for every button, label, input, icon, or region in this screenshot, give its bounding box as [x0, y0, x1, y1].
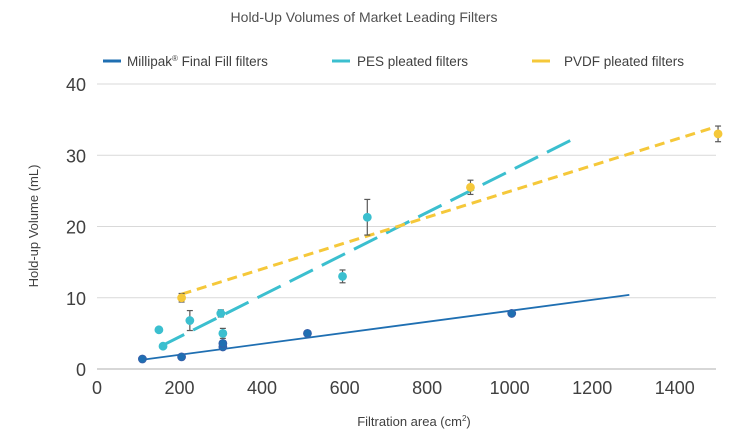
data-point-pvdf [466, 182, 475, 192]
data-point-pes [158, 341, 168, 351]
x-tick-label: 1400 [655, 378, 695, 398]
data-point-millipak [137, 354, 147, 364]
data-point-millipak [218, 338, 228, 348]
y-tick-label: 20 [66, 218, 86, 238]
data-point-pes [218, 328, 228, 338]
data-points [137, 125, 723, 364]
data-point-pvdf [713, 129, 723, 139]
x-tick-label: 0 [92, 378, 102, 398]
legend-label-millipak: Millipak® Final Fill filters [127, 54, 268, 69]
y-tick-label: 30 [66, 146, 86, 166]
legend: Millipak® Final Fill filters PES pleated… [103, 54, 684, 69]
trendline-pes [160, 137, 575, 348]
y-tick-label: 0 [76, 360, 86, 380]
x-tick-label: 1000 [490, 378, 530, 398]
legend-label-pes: PES pleated filters [357, 54, 468, 69]
y-tick-label: 10 [66, 289, 86, 309]
data-point-millipak [507, 309, 517, 318]
trendlines [142, 125, 717, 361]
data-point-pes [185, 316, 195, 325]
x-axis-title: Filtration area (cm2) [357, 414, 471, 429]
x-tick-label: 600 [330, 378, 360, 398]
x-tick-label: 400 [247, 378, 277, 398]
x-tick-label: 200 [165, 378, 195, 398]
data-point-pes [362, 212, 372, 222]
data-point-pes [338, 271, 347, 281]
y-axis-title: Hold-up Volume (mL) [26, 165, 41, 288]
y-tick-label: 40 [66, 75, 86, 95]
data-point-millipak [177, 352, 186, 362]
gridlines [97, 83, 716, 299]
x-tick-label: 1200 [572, 378, 612, 398]
trendline-millipak [142, 294, 630, 361]
trendline-pvdf [181, 125, 717, 296]
chart-title: Hold-Up Volumes of Market Leading Filter… [231, 9, 498, 25]
data-point-pvdf [177, 293, 186, 303]
data-point-pes [154, 325, 164, 335]
x-tick-label: 800 [412, 378, 442, 398]
legend-label-pvdf: PVDF pleated filters [564, 54, 684, 69]
data-point-pes [216, 309, 226, 318]
data-point-millipak [303, 328, 312, 338]
